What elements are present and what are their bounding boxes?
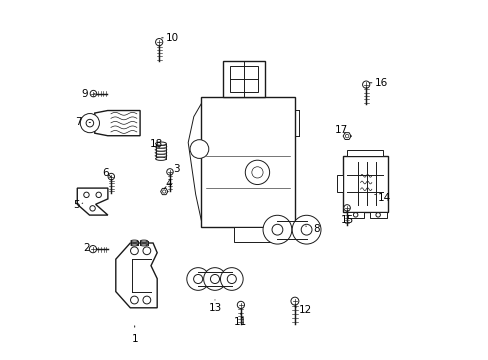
Circle shape	[155, 39, 163, 46]
Circle shape	[362, 81, 369, 88]
Circle shape	[203, 268, 226, 290]
Polygon shape	[95, 111, 140, 136]
Bar	[223, 61, 264, 97]
Circle shape	[343, 204, 349, 211]
Text: 13: 13	[208, 300, 221, 313]
Text: 11: 11	[234, 313, 247, 327]
Text: 17: 17	[334, 125, 347, 135]
Circle shape	[130, 247, 138, 255]
Circle shape	[90, 90, 97, 97]
Ellipse shape	[140, 244, 147, 246]
Bar	[230, 66, 257, 92]
Circle shape	[292, 215, 320, 244]
Circle shape	[263, 215, 291, 244]
Circle shape	[290, 297, 298, 305]
Polygon shape	[343, 132, 350, 140]
Circle shape	[220, 268, 243, 290]
Text: 18: 18	[149, 139, 163, 149]
Text: 3: 3	[170, 164, 179, 174]
Circle shape	[142, 247, 150, 255]
Text: 12: 12	[294, 305, 312, 315]
Circle shape	[186, 268, 209, 290]
Text: 6: 6	[102, 168, 111, 178]
Text: 16: 16	[369, 78, 387, 88]
Circle shape	[108, 174, 114, 180]
Ellipse shape	[140, 240, 147, 242]
Bar	[337, 175, 342, 192]
Ellipse shape	[131, 240, 138, 242]
Text: 9: 9	[81, 89, 95, 99]
Bar	[234, 227, 276, 242]
Polygon shape	[77, 188, 108, 215]
Polygon shape	[116, 243, 157, 308]
Circle shape	[142, 296, 150, 304]
Bar	[201, 97, 294, 227]
Text: 4: 4	[164, 179, 172, 189]
Text: 8: 8	[305, 224, 319, 234]
Text: 7: 7	[76, 117, 90, 127]
Text: 2: 2	[82, 243, 97, 253]
Bar	[346, 150, 382, 156]
Circle shape	[190, 140, 208, 158]
Ellipse shape	[155, 157, 166, 161]
Circle shape	[89, 246, 96, 253]
Text: 5: 5	[73, 200, 82, 210]
Polygon shape	[160, 188, 167, 195]
Polygon shape	[342, 156, 387, 212]
Circle shape	[166, 168, 173, 175]
Text: 15: 15	[340, 212, 353, 225]
Circle shape	[130, 296, 138, 304]
Bar	[369, 212, 386, 218]
Text: 1: 1	[131, 326, 138, 344]
Text: 10: 10	[162, 33, 179, 43]
Text: 14: 14	[374, 193, 391, 203]
Ellipse shape	[131, 244, 138, 246]
Bar	[346, 212, 364, 218]
Circle shape	[237, 301, 244, 309]
Circle shape	[80, 113, 99, 133]
Ellipse shape	[155, 142, 166, 145]
